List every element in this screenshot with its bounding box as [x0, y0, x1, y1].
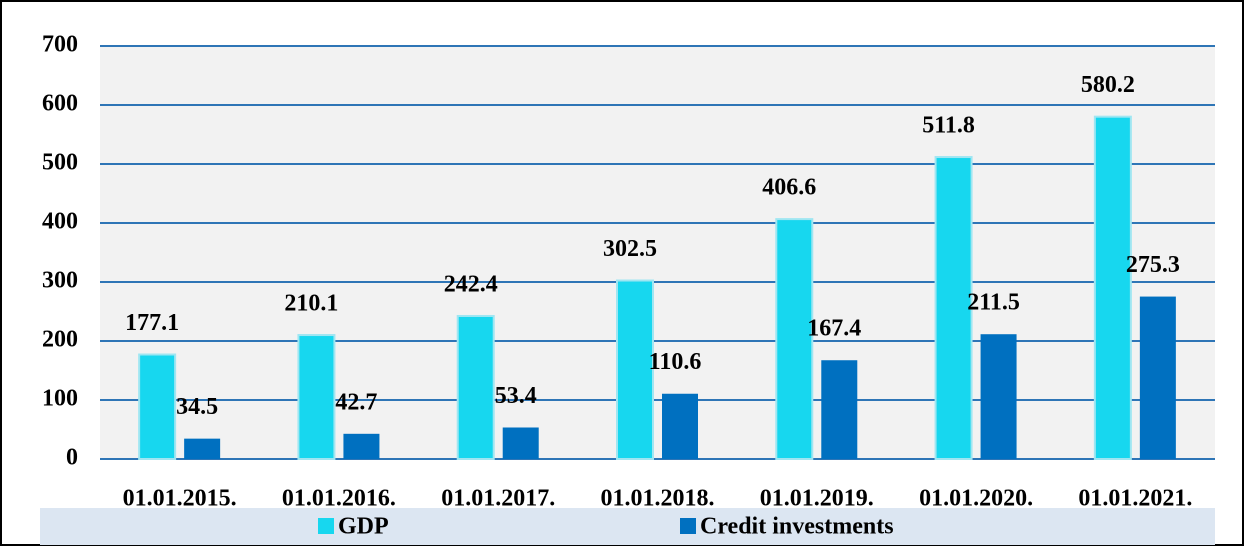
x-tick-label: 01.01.2016.: [282, 486, 396, 512]
legend-label: Credit investments: [700, 514, 894, 540]
bar: [343, 433, 380, 459]
bar: [821, 360, 858, 459]
y-tick-label: 0: [66, 445, 78, 471]
value-label: 242.4: [444, 271, 498, 297]
value-label: 580.2: [1081, 72, 1135, 98]
bar: [456, 314, 495, 461]
x-tick-label: 01.01.2020.: [919, 486, 1033, 512]
y-tick-label: 400: [42, 209, 78, 235]
x-tick-label: 01.01.2018.: [601, 486, 715, 512]
bar: [1139, 296, 1176, 459]
value-label: 110.6: [649, 349, 702, 375]
value-label: 34.5: [176, 394, 218, 420]
legend-label: GDP: [338, 514, 389, 540]
bar: [616, 279, 654, 460]
value-label: 177.1: [125, 310, 179, 336]
bar: [1093, 115, 1132, 460]
value-label: 42.7: [335, 389, 377, 415]
x-tick-label: 01.01.2017.: [441, 486, 555, 512]
bar: [662, 393, 698, 459]
y-tick-label: 300: [42, 268, 78, 294]
bar: [502, 427, 539, 459]
bar: [980, 334, 1017, 459]
bar: [184, 438, 221, 459]
x-tick-label: 01.01.2019.: [760, 486, 874, 512]
y-tick-label: 500: [42, 150, 78, 176]
y-tick-label: 600: [42, 91, 78, 117]
bar: [934, 156, 973, 460]
value-label: 302.5: [603, 236, 657, 262]
bar: [775, 218, 814, 460]
value-label: 275.3: [1126, 252, 1180, 278]
value-label: 511.8: [922, 113, 975, 139]
x-tick-label: 01.01.2021.: [1078, 486, 1192, 512]
legend-swatch: [680, 518, 696, 534]
value-label: 211.5: [967, 290, 1020, 316]
y-tick-label: 100: [42, 386, 78, 412]
legend-swatch: [318, 518, 334, 534]
legend-band: [40, 508, 1215, 545]
value-label: 406.6: [762, 175, 816, 201]
value-label: 210.1: [284, 291, 338, 317]
plot-area: [100, 46, 1215, 459]
bar: [297, 334, 336, 460]
y-tick-label: 700: [42, 32, 78, 58]
bar: [138, 353, 177, 460]
y-tick-label: 200: [42, 327, 78, 353]
value-label: 53.4: [495, 383, 537, 409]
value-label: 167.4: [807, 316, 861, 342]
x-tick-label: 01.01.2015.: [123, 486, 237, 512]
